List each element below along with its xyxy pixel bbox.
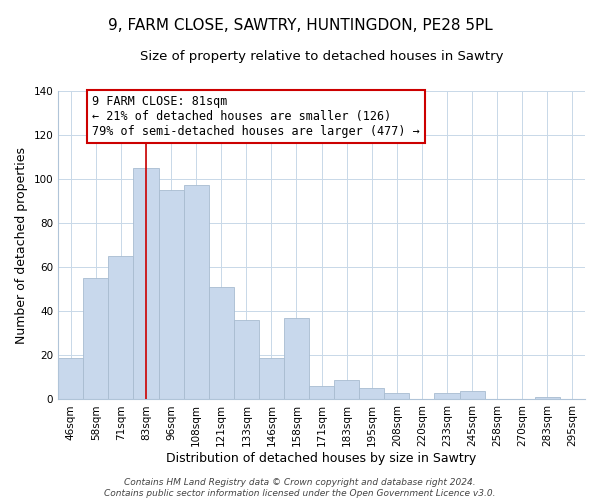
Bar	[158, 190, 184, 400]
Bar	[460, 390, 485, 400]
Bar	[359, 388, 385, 400]
Bar	[209, 287, 234, 400]
Bar	[434, 393, 460, 400]
Bar	[184, 186, 209, 400]
Text: Contains HM Land Registry data © Crown copyright and database right 2024.
Contai: Contains HM Land Registry data © Crown c…	[104, 478, 496, 498]
Bar	[309, 386, 334, 400]
Bar	[334, 380, 359, 400]
Title: Size of property relative to detached houses in Sawtry: Size of property relative to detached ho…	[140, 50, 503, 63]
Bar	[284, 318, 309, 400]
Bar	[109, 256, 133, 400]
Bar	[234, 320, 259, 400]
X-axis label: Distribution of detached houses by size in Sawtry: Distribution of detached houses by size …	[166, 452, 477, 465]
Text: 9, FARM CLOSE, SAWTRY, HUNTINGDON, PE28 5PL: 9, FARM CLOSE, SAWTRY, HUNTINGDON, PE28 …	[107, 18, 493, 32]
Bar	[535, 398, 560, 400]
Y-axis label: Number of detached properties: Number of detached properties	[15, 146, 28, 344]
Bar	[385, 393, 409, 400]
Bar	[259, 358, 284, 400]
Text: 9 FARM CLOSE: 81sqm
← 21% of detached houses are smaller (126)
79% of semi-detac: 9 FARM CLOSE: 81sqm ← 21% of detached ho…	[92, 95, 420, 138]
Bar	[133, 168, 158, 400]
Bar	[83, 278, 109, 400]
Bar	[58, 358, 83, 400]
